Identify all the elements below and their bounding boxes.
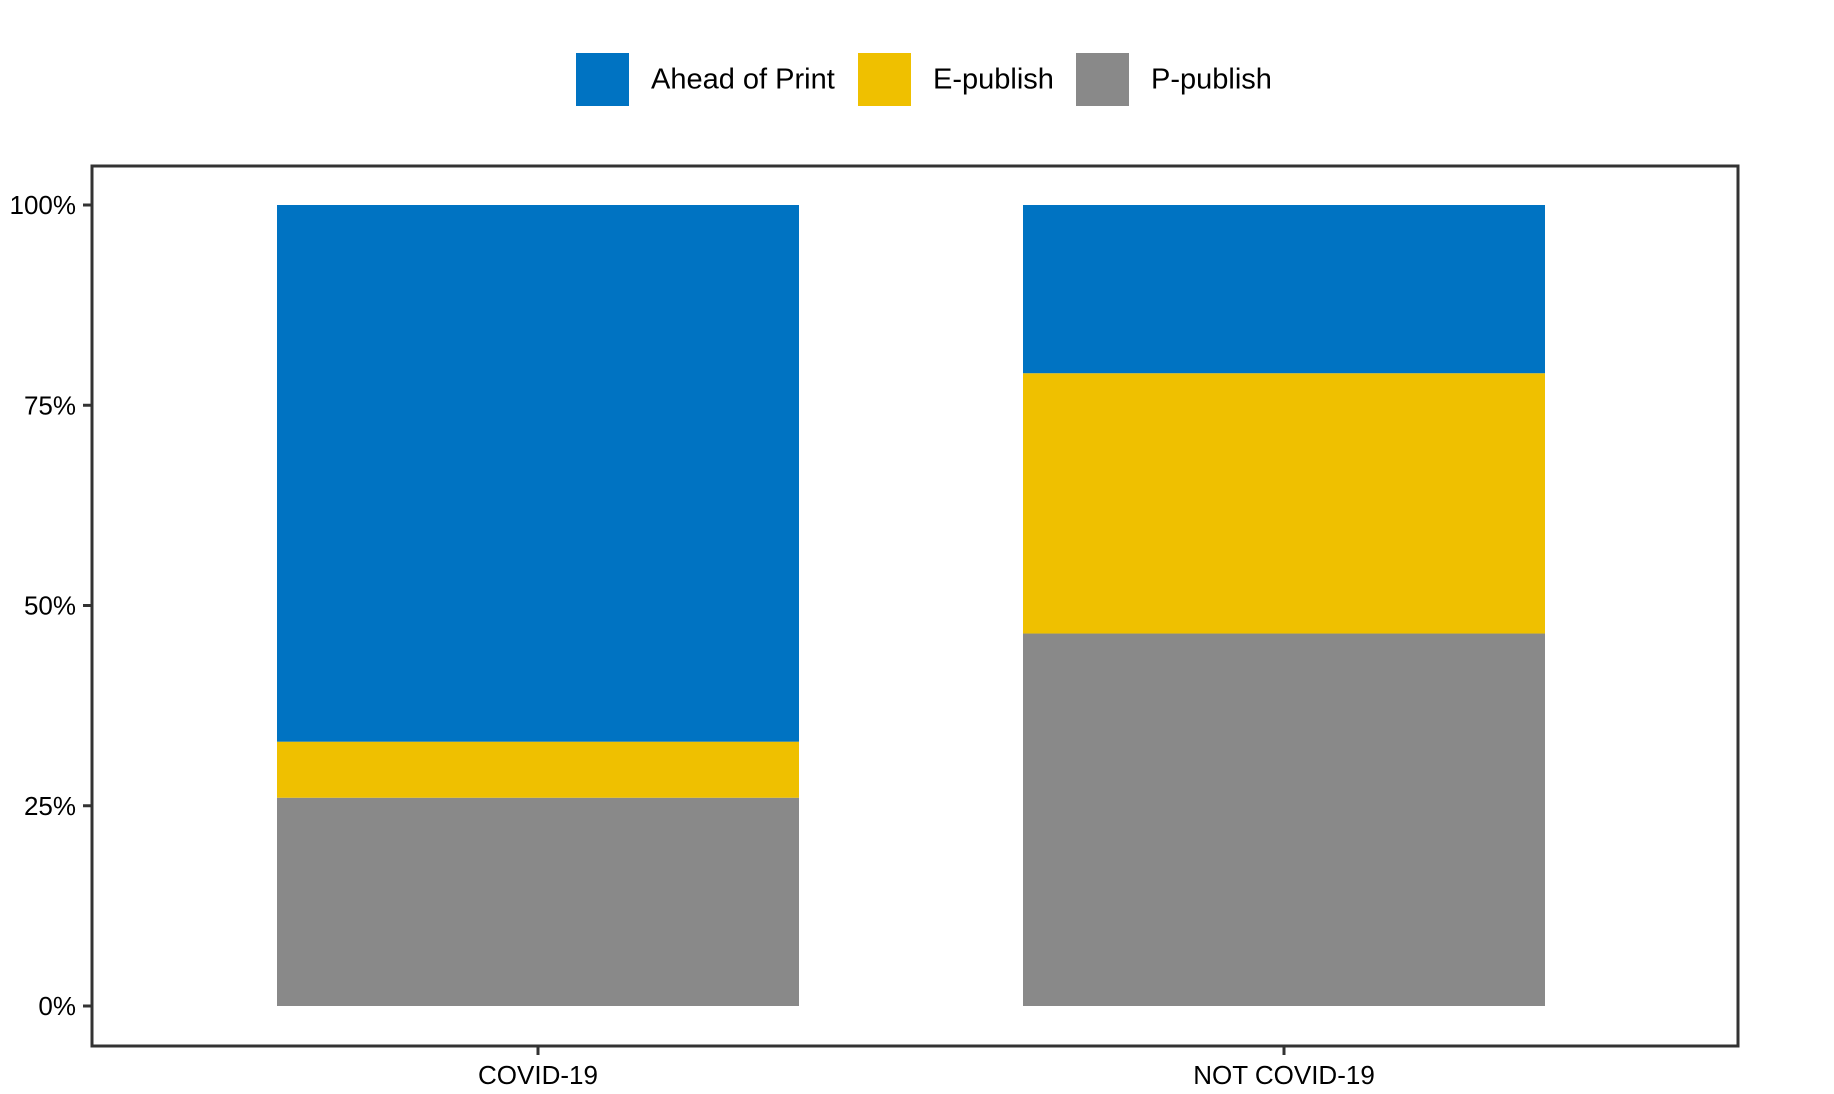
y-tick-label: 25% bbox=[24, 791, 76, 821]
bar-segment-ahead-of-print-covid-19 bbox=[277, 205, 799, 742]
x-tick-label: NOT COVID-19 bbox=[1193, 1060, 1375, 1090]
legend-key-p-publish bbox=[1076, 53, 1129, 106]
legend-key-e-publish bbox=[858, 53, 911, 106]
y-tick-label: 100% bbox=[10, 190, 77, 220]
legend: Ahead of Print E-publish P-publish bbox=[576, 53, 1272, 106]
bar-segment-e-publish-not-covid-19 bbox=[1023, 373, 1545, 634]
y-tick-label: 0% bbox=[38, 991, 76, 1021]
bar-segment-e-publish-covid-19 bbox=[277, 741, 799, 798]
bars bbox=[277, 205, 1545, 1006]
x-axis: COVID-19 NOT COVID-19 bbox=[478, 1046, 1375, 1090]
y-tick-label: 75% bbox=[24, 390, 76, 420]
bar-segment-ahead-of-print-not-covid-19 bbox=[1023, 205, 1545, 374]
y-tick-label: 50% bbox=[24, 591, 76, 621]
x-tick-label: COVID-19 bbox=[478, 1060, 598, 1090]
y-axis: 0% 25% 50% 75% 100% bbox=[10, 190, 92, 1021]
bar-segment-p-publish-covid-19 bbox=[277, 797, 799, 1006]
legend-key-ahead-of-print bbox=[576, 53, 629, 106]
bar-segment-p-publish-not-covid-19 bbox=[1023, 633, 1545, 1006]
legend-label-p-publish: P-publish bbox=[1151, 64, 1272, 96]
legend-label-e-publish: E-publish bbox=[933, 64, 1054, 96]
legend-label-ahead-of-print: Ahead of Print bbox=[651, 64, 835, 96]
